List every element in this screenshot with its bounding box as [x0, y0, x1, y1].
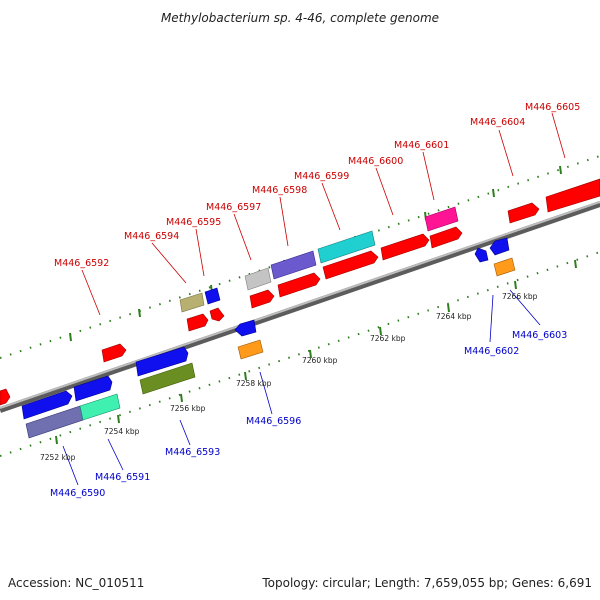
gene-box-purple[interactable]	[270, 250, 317, 280]
kbp-label: 7252 kbp	[40, 453, 76, 462]
kbp-label: 7254 kbp	[104, 427, 140, 436]
gene-box-olive[interactable]	[179, 292, 205, 313]
gene-label[interactable]: M446_6599	[294, 171, 349, 182]
accession-text: Accession: NC_010511	[8, 576, 144, 590]
gene-label[interactable]: M446_6595	[166, 217, 221, 228]
gene-arrow-blue[interactable]	[135, 346, 189, 377]
kbp-label: 7266 kbp	[502, 292, 538, 301]
gene-arrow-blue[interactable]	[474, 247, 489, 263]
gene-label[interactable]: M446_6593	[165, 447, 220, 458]
gene-arrow-blue[interactable]	[73, 375, 113, 402]
kbp-labels: 7252 kbp 7254 kbp 7256 kbp 7258 kbp 7260…	[40, 292, 538, 462]
gene-label[interactable]: M446_6592	[54, 258, 109, 269]
gene-box-olive-green[interactable]	[139, 362, 196, 395]
gene-arrow-red[interactable]	[0, 388, 11, 406]
kbp-label: 7256 kbp	[170, 404, 206, 413]
gene-box-orange[interactable]	[237, 339, 264, 360]
gene-label[interactable]: M446_6600	[348, 156, 403, 167]
gene-box-blue[interactable]	[204, 287, 221, 305]
gene-box-orange[interactable]	[493, 257, 516, 277]
gene-label[interactable]: M446_6597	[206, 202, 261, 213]
gene-arrow-red[interactable]	[186, 313, 209, 332]
gene-arrow-red[interactable]	[429, 226, 463, 249]
gene-label[interactable]: M446_6602	[464, 346, 519, 357]
top-major-ticks	[69, 165, 562, 342]
gene-label[interactable]: M446_6605	[525, 102, 580, 113]
reverse-strand-genes	[25, 237, 516, 439]
gene-arrow-red[interactable]	[249, 289, 275, 309]
gene-label[interactable]: M446_6601	[394, 140, 449, 151]
gene-arrow-blue[interactable]	[21, 390, 73, 420]
gene-arrow-red[interactable]	[101, 343, 127, 363]
top-gene-labels: M446_6592 M446_6594 M446_6595 M446_6597 …	[54, 102, 580, 269]
gene-label[interactable]: M446_6591	[95, 472, 150, 483]
gene-box-mint[interactable]	[79, 393, 121, 421]
kbp-major-ticks	[55, 259, 577, 445]
gene-label[interactable]: M446_6603	[512, 330, 567, 341]
genome-summary-text: Topology: circular; Length: 7,659,055 bp…	[261, 576, 592, 590]
gene-arrow-blue[interactable]	[234, 319, 257, 337]
forward-strand-genes	[0, 178, 600, 420]
top-label-lines	[81, 112, 566, 316]
kbp-label: 7260 kbp	[302, 356, 338, 365]
gene-box-cyan[interactable]	[317, 230, 376, 264]
kbp-label: 7262 kbp	[370, 334, 406, 343]
gene-label[interactable]: M446_6594	[124, 231, 179, 242]
gene-arrow-blue[interactable]	[489, 237, 510, 256]
gene-label[interactable]: M446_6604	[470, 117, 525, 128]
gene-label[interactable]: M446_6596	[246, 416, 301, 427]
outer-bottom-tick-row	[0, 251, 600, 457]
gene-arrow-red[interactable]	[322, 250, 379, 280]
gene-arrow-red[interactable]	[277, 272, 321, 298]
gene-label[interactable]: M446_6590	[50, 488, 105, 499]
gene-box-magenta[interactable]	[424, 206, 459, 232]
gene-box-grey[interactable]	[244, 267, 272, 291]
gene-arrow-red[interactable]	[507, 202, 540, 224]
genome-backbone	[0, 201, 600, 413]
kbp-label: 7258 kbp	[236, 379, 272, 388]
kbp-label: 7264 kbp	[436, 312, 472, 321]
bottom-gene-labels: M446_6590 M446_6591 M446_6593 M446_6596 …	[50, 330, 567, 499]
gene-label[interactable]: M446_6598	[252, 185, 307, 196]
gene-arrow-red[interactable]	[545, 178, 600, 213]
outer-top-tick-row	[0, 155, 600, 359]
genome-title: Methylobacterium sp. 4-46, complete geno…	[161, 11, 439, 25]
gene-arrow-red[interactable]	[380, 233, 430, 261]
bottom-label-lines	[62, 289, 541, 486]
gene-arrow-red[interactable]	[209, 307, 225, 322]
